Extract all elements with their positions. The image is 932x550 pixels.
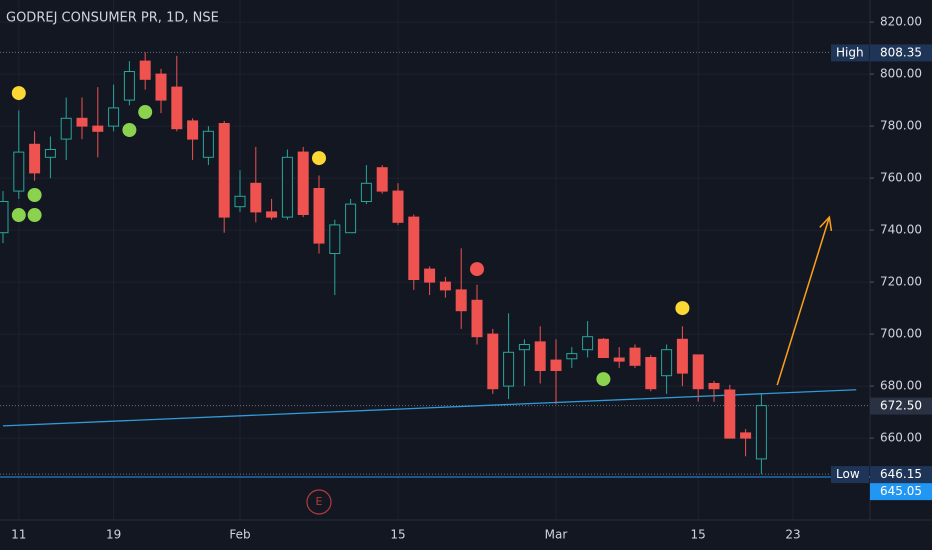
candle-body: [281, 156, 293, 218]
pattern-marker: [312, 151, 326, 166]
price-name-box: [831, 44, 869, 62]
y-tick-label: 820.00: [880, 15, 922, 29]
candle-body: [455, 289, 467, 312]
candle-body: [661, 349, 673, 377]
candle-body: [708, 383, 720, 390]
y-tick-label: 660.00: [880, 431, 922, 445]
candle-body: [424, 268, 436, 283]
x-tick-label: 11: [11, 528, 26, 542]
candle-body: [503, 351, 515, 387]
candle-body: [139, 60, 151, 80]
event-label: E: [316, 495, 323, 508]
candle-body: [313, 188, 325, 244]
y-tick-label: 700.00: [880, 327, 922, 341]
y-tick-label: 740.00: [880, 223, 922, 237]
candle-body: [44, 149, 56, 158]
pattern-marker: [122, 123, 137, 137]
candle-body: [218, 123, 230, 218]
candle-body: [724, 389, 736, 439]
candle-body: [60, 117, 72, 140]
pattern-marker: [675, 301, 690, 316]
candle-body: [439, 281, 451, 291]
price-label: 672.50: [880, 399, 922, 413]
x-tick-label: Feb: [229, 528, 250, 542]
y-tick-label: 760.00: [880, 171, 922, 185]
candle-body: [408, 216, 420, 281]
x-tick-label: 23: [785, 528, 800, 542]
candle-body: [471, 299, 483, 338]
candle-body: [566, 353, 578, 360]
x-tick-label: 15: [390, 528, 405, 542]
candle-body: [92, 125, 104, 132]
pattern-marker: [11, 208, 26, 223]
candle-body: [360, 182, 372, 203]
price-label: 645.05: [880, 484, 922, 498]
candle-body: [155, 73, 167, 101]
candle-body: [597, 338, 609, 358]
chart-title: GODREJ CONSUMER PR, 1D, NSE: [6, 11, 219, 26]
candle-body: [518, 344, 530, 351]
price-name-box: [831, 466, 869, 484]
candle-body: [0, 201, 9, 234]
candle-body: [76, 117, 88, 127]
price-name: Low: [836, 467, 860, 481]
pattern-marker: [596, 372, 611, 387]
y-tick-label: 780.00: [880, 119, 922, 133]
x-tick-label: Mar: [545, 528, 568, 542]
candle-body: [13, 151, 25, 192]
arrow-head: [819, 215, 833, 232]
candle-body: [645, 357, 657, 390]
pattern-marker: [138, 105, 153, 120]
y-tick-label: 800.00: [880, 67, 922, 81]
candle-body: [266, 211, 278, 218]
candle-body: [487, 333, 499, 390]
pattern-marker: [27, 208, 42, 223]
pattern-marker: [27, 188, 42, 202]
candle-body: [692, 354, 704, 390]
event-icon: [306, 489, 332, 515]
candle-body: [29, 143, 41, 174]
arrow-line: [776, 216, 831, 386]
candle-body: [613, 357, 625, 362]
candle-body: [376, 167, 388, 192]
candle-body: [171, 86, 183, 130]
candle-body: [329, 224, 341, 254]
candle-body: [582, 336, 594, 351]
candle-body: [202, 130, 214, 158]
pattern-marker: [470, 262, 484, 277]
price-label-box: [870, 483, 932, 501]
candle-body: [740, 432, 752, 439]
candle-body: [250, 182, 262, 213]
candle-body: [676, 338, 688, 374]
candle-body: [550, 359, 562, 372]
candle-body: [234, 195, 246, 208]
price-label-box: [870, 397, 932, 415]
candle-body: [108, 107, 120, 127]
y-tick-label: 720.00: [880, 275, 922, 289]
candle-body: [534, 341, 546, 371]
price-label-box: [870, 44, 932, 62]
y-tick-label: 680.00: [880, 379, 922, 393]
price-name: High: [836, 45, 864, 59]
candle-body: [123, 71, 135, 101]
candle-body: [297, 151, 309, 216]
candle-body: [187, 120, 199, 140]
candle-body: [392, 190, 404, 223]
candle-body: [755, 405, 767, 460]
x-tick-label: 19: [106, 528, 121, 542]
price-label: 646.15: [880, 467, 922, 481]
x-tick-label: 15: [691, 528, 706, 542]
price-label: 808.35: [880, 45, 922, 59]
pattern-marker: [11, 86, 26, 101]
price-label-box: [870, 466, 932, 484]
candle-body: [345, 203, 357, 234]
candle-body: [629, 347, 641, 366]
